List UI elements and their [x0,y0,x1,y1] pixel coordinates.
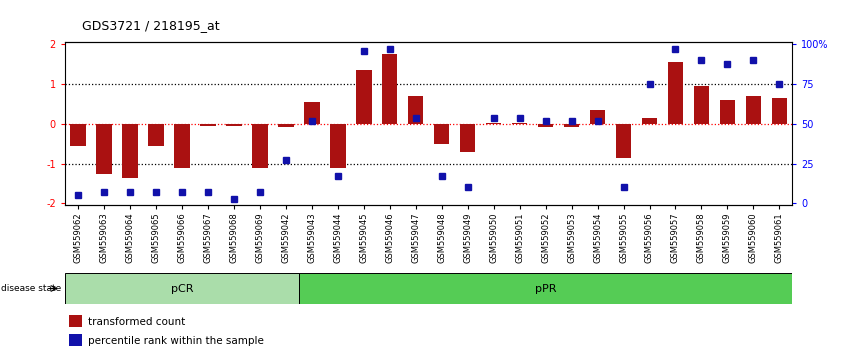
Bar [122,124,138,177]
Bar [356,70,372,124]
Text: percentile rank within the sample: percentile rank within the sample [87,336,263,346]
Bar [616,124,631,158]
Bar [299,273,792,304]
Bar [148,124,164,146]
Bar [174,124,190,167]
Bar [200,124,216,126]
Bar [70,124,86,146]
Bar [694,86,709,124]
Bar [590,110,605,124]
Bar [564,124,579,127]
Bar [382,55,397,124]
Bar [720,100,735,124]
Bar [68,334,81,346]
Bar [226,124,242,126]
Bar [668,62,683,124]
Bar [538,124,553,127]
Bar [304,102,320,124]
Bar [772,98,787,124]
Bar [65,273,299,304]
Bar [408,96,423,124]
Bar [746,96,761,124]
Text: pCR: pCR [171,284,193,293]
Text: disease state: disease state [1,284,61,293]
Bar [434,124,449,144]
Bar [68,315,81,327]
Text: pPR: pPR [535,284,556,293]
Bar [278,124,294,127]
Bar [486,123,501,124]
Bar [642,118,657,124]
Bar [330,124,346,167]
Bar [96,124,112,173]
Bar [252,124,268,167]
Text: transformed count: transformed count [87,316,184,327]
Bar [512,123,527,124]
Text: GDS3721 / 218195_at: GDS3721 / 218195_at [82,19,220,32]
Bar [460,124,475,152]
